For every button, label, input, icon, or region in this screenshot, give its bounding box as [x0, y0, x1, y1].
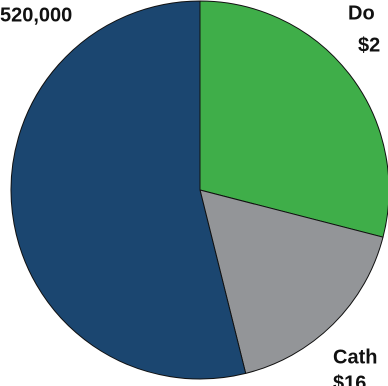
slice-label: Cath [333, 346, 377, 368]
pie-slice [199, 189, 384, 375]
pie-slice [10, 0, 247, 380]
value-label: $16 [333, 372, 366, 386]
value-label: 520,000 [0, 4, 72, 26]
value-label: $2 [358, 34, 380, 56]
slice-label: Do [348, 2, 375, 24]
pie-slice [199, 0, 388, 238]
